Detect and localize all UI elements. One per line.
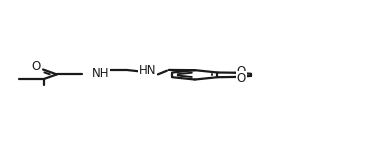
Text: O: O bbox=[237, 65, 246, 78]
Text: O: O bbox=[237, 72, 246, 85]
Text: O: O bbox=[32, 60, 41, 73]
Text: HN: HN bbox=[139, 64, 156, 77]
Text: NH: NH bbox=[92, 67, 109, 80]
